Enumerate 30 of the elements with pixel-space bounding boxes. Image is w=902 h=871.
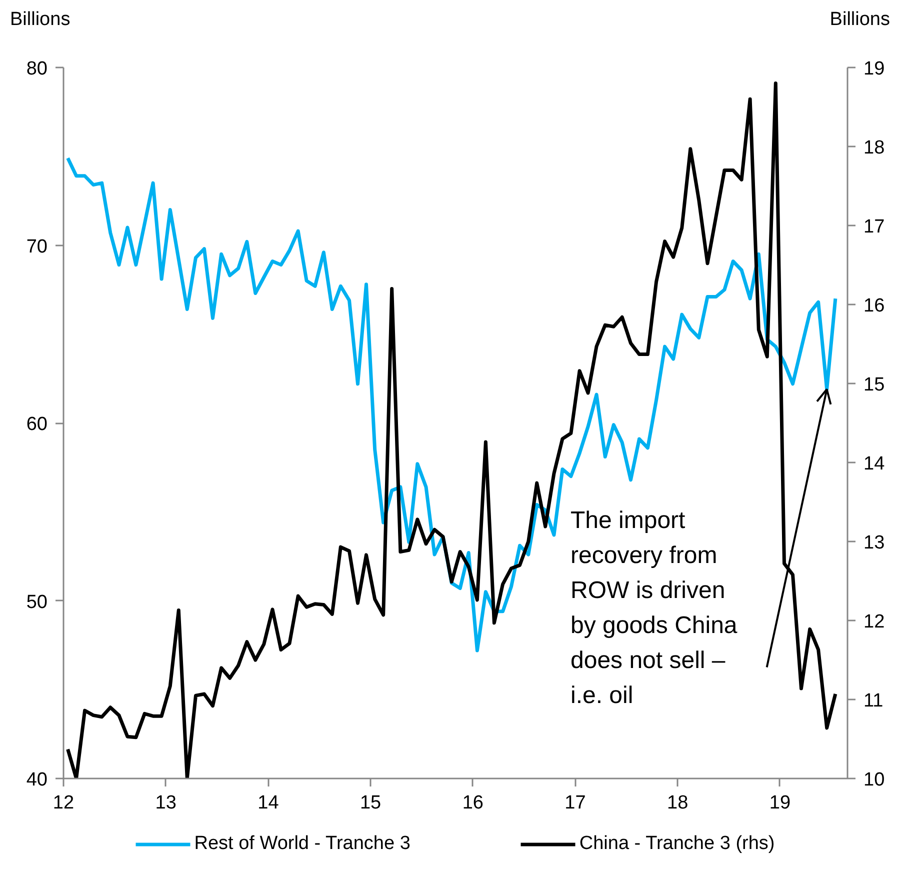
y2-tick-label: 17 <box>864 216 885 238</box>
y-tick-label: 80 <box>26 58 48 80</box>
y-axis-title: Billions <box>10 8 70 32</box>
y2-tick-label: 19 <box>864 58 885 80</box>
line-series <box>66 156 838 652</box>
y-tick-label: 50 <box>26 592 48 613</box>
x-tick-label: 18 <box>667 792 688 814</box>
y2-tick-label: 15 <box>864 374 885 396</box>
x-tick-label: 14 <box>258 792 280 814</box>
y2-tick-label: 10 <box>864 770 885 790</box>
y2-tick-label: 14 <box>864 454 886 474</box>
annotation: The import recovery from ROW is driven by goods China does not sell – i.e. oil <box>570 507 738 709</box>
y2-tick-label: 12 <box>864 612 885 632</box>
y-tick-label: 40 <box>26 770 48 790</box>
x-tick-label: 13 <box>155 792 176 814</box>
y-tick-label: 70 <box>26 236 48 258</box>
line-series <box>66 82 838 778</box>
y2-tick-label: 18 <box>864 138 885 158</box>
x-tick-label: 15 <box>360 792 382 814</box>
y2-axis-title: Billions <box>830 8 890 32</box>
x-tick-label: 12 <box>52 792 74 814</box>
legend-label: China - Tranche 3 (rhs) <box>579 833 775 855</box>
y2-tick-label: 13 <box>864 532 885 554</box>
x-tick-label: 19 <box>769 792 791 814</box>
legend-label: Rest of World - Tranche 3 <box>194 833 410 855</box>
y2-tick-label: 16 <box>864 296 885 316</box>
y-tick-label: 60 <box>26 414 48 435</box>
x-tick-label: 16 <box>462 792 484 814</box>
y2-tick-label: 11 <box>864 690 884 712</box>
x-tick-label: 17 <box>564 792 586 814</box>
